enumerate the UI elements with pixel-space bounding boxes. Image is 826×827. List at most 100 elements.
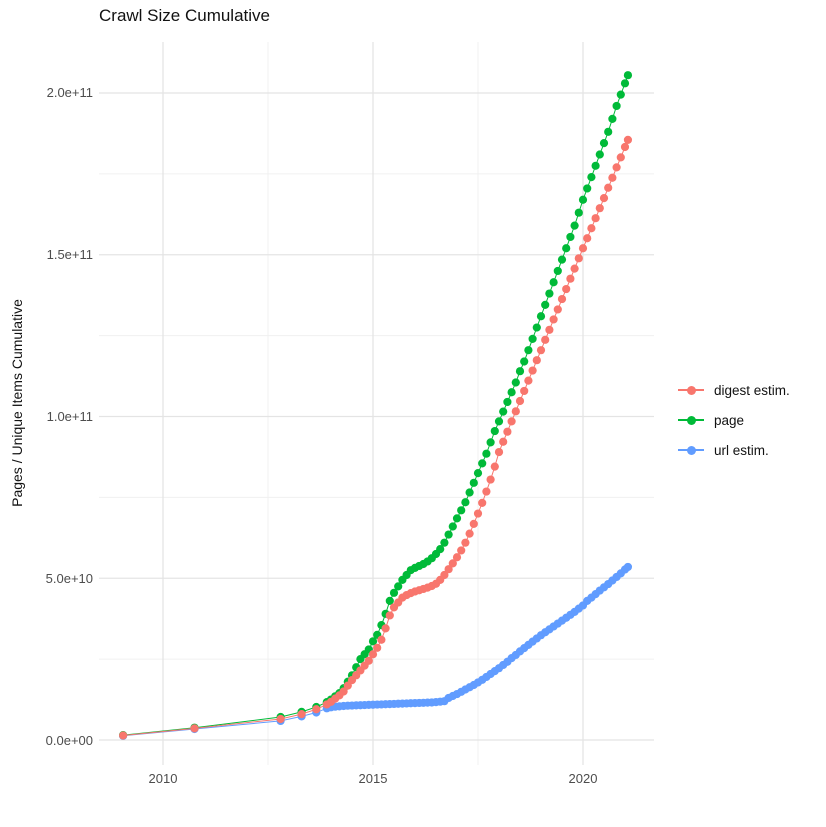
data-point <box>604 183 613 192</box>
data-point <box>364 656 373 665</box>
data-point <box>562 284 571 294</box>
data-point <box>616 90 625 99</box>
data-point <box>566 274 575 283</box>
legend-item-page: page <box>678 405 790 435</box>
data-point <box>524 346 533 355</box>
data-point <box>623 562 633 572</box>
data-point <box>490 426 499 436</box>
data-point <box>119 731 128 740</box>
panel-grid <box>99 42 654 765</box>
data-point <box>499 407 508 416</box>
data-point <box>532 356 541 365</box>
data-point <box>276 714 285 724</box>
data-point <box>599 139 609 148</box>
data-point <box>541 300 550 309</box>
data-point <box>583 234 592 243</box>
legend: digest estim. page url estim. <box>678 375 790 465</box>
data-point <box>482 449 491 458</box>
legend-point-swatch <box>686 445 696 455</box>
legend-key-digest-estim <box>678 382 704 398</box>
data-point <box>583 184 592 193</box>
data-point <box>553 305 562 314</box>
legend-item-digest-estim: digest estim. <box>678 375 790 405</box>
data-point <box>578 244 588 253</box>
data-point <box>612 101 621 111</box>
data-point <box>461 538 470 547</box>
data-point <box>587 224 596 233</box>
data-point <box>486 475 495 484</box>
data-point <box>562 244 571 253</box>
data-point <box>440 538 449 547</box>
data-point <box>312 705 321 714</box>
data-point <box>507 388 516 397</box>
data-point <box>520 386 529 396</box>
y-tick-label-1e11: 1.0e+11 <box>46 409 93 424</box>
data-point <box>482 487 491 496</box>
x-tick-label-2010: 2010 <box>148 771 178 786</box>
data-point <box>373 643 382 652</box>
data-point <box>368 650 378 659</box>
data-point <box>524 376 533 385</box>
data-point <box>570 264 579 273</box>
data-point <box>557 294 567 304</box>
data-point <box>616 153 625 162</box>
data-point <box>436 545 445 554</box>
data-point <box>503 397 512 407</box>
data-point <box>448 559 457 568</box>
data-point <box>532 323 541 332</box>
data-point <box>377 635 386 644</box>
data-point <box>457 546 466 555</box>
data-point <box>623 135 633 145</box>
data-point <box>394 582 403 591</box>
data-point <box>528 366 537 375</box>
data-point <box>385 611 394 620</box>
data-point <box>620 79 630 88</box>
data-point <box>452 553 462 562</box>
data-point <box>604 127 613 136</box>
data-point <box>511 378 520 387</box>
data-point <box>486 438 495 447</box>
data-point <box>536 312 546 321</box>
data-point <box>557 255 567 264</box>
data-point <box>452 514 462 523</box>
data-point <box>599 194 609 203</box>
data-point <box>473 509 483 518</box>
series-page <box>119 71 633 740</box>
data-point <box>595 204 604 213</box>
data-point <box>612 163 621 172</box>
data-point <box>465 529 474 538</box>
data-point <box>368 637 378 646</box>
data-point <box>385 596 394 605</box>
series-digest-estim- <box>119 135 633 740</box>
legend-item-url-estim: url estim. <box>678 435 790 465</box>
data-point <box>503 427 512 436</box>
data-point <box>478 459 487 468</box>
legend-key-url-estim <box>678 442 704 458</box>
legend-key-page <box>678 412 704 428</box>
data-point <box>574 254 583 263</box>
y-tick-label-0: 0.0e+00 <box>45 733 93 748</box>
data-point <box>591 161 600 170</box>
x-tick-label-2020: 2020 <box>568 771 598 786</box>
legend-point-swatch <box>686 415 696 425</box>
data-point <box>520 357 529 366</box>
data-point <box>553 266 562 276</box>
data-point <box>515 367 525 376</box>
data-point <box>381 624 390 633</box>
data-point <box>465 488 474 497</box>
chart-title: Crawl Size Cumulative <box>99 6 270 25</box>
data-point <box>511 407 520 416</box>
data-point <box>541 335 550 344</box>
legend-label: page <box>714 412 745 428</box>
data-point <box>570 221 579 230</box>
data-point <box>444 530 453 539</box>
legend-point-swatch <box>686 385 696 395</box>
data-point <box>595 150 604 159</box>
data-point <box>473 469 483 478</box>
data-point <box>469 519 478 529</box>
data-point <box>591 214 600 223</box>
data-point <box>528 334 537 343</box>
y-axis-title: Pages / Unique Items Cumulative <box>9 299 25 507</box>
data-point <box>457 506 466 515</box>
